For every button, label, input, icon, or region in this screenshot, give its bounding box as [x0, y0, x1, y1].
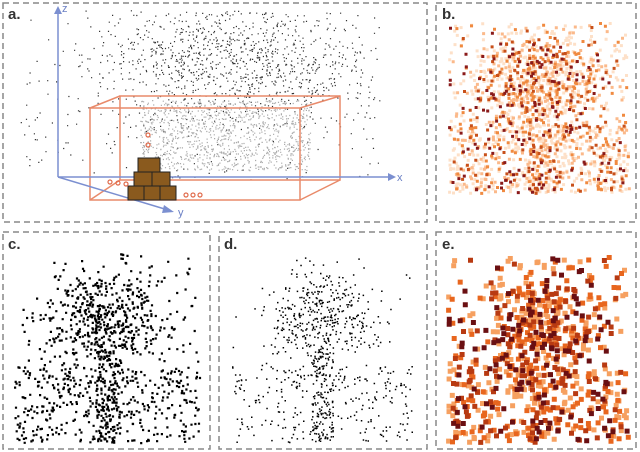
axis-arrows — [54, 6, 396, 213]
point-cloud-inner — [140, 100, 312, 172]
heatmap-cells — [448, 26, 626, 195]
marker — [115, 180, 121, 186]
brick — [137, 157, 161, 173]
occupancy-map — [14, 253, 202, 445]
panel-d-frame — [218, 231, 428, 450]
panel-label: c. — [8, 236, 21, 253]
panel-e-frame — [435, 231, 637, 450]
panel-c-frame — [2, 231, 211, 450]
panel-label: b. — [442, 6, 455, 23]
brick-stack — [127, 157, 177, 201]
brick — [159, 185, 177, 201]
marker — [145, 132, 151, 138]
y-label: y — [178, 207, 184, 219]
panel-label: e. — [442, 236, 455, 253]
point-clouds — [14, 10, 631, 445]
brick — [151, 171, 171, 187]
panel-label: a. — [8, 6, 21, 23]
box-edges — [89, 95, 341, 201]
voxel-grid — [446, 255, 631, 445]
brick — [133, 171, 153, 187]
box-back — [119, 95, 341, 181]
heatmap-cells — [448, 24, 631, 195]
marker — [123, 181, 129, 187]
marker — [145, 142, 151, 148]
panel-label: d. — [224, 236, 237, 253]
voxel-grid — [446, 256, 630, 445]
voxel-grid — [446, 256, 630, 444]
axes — [57, 12, 390, 211]
voxel-markers — [107, 132, 203, 198]
panel-b-frame — [435, 2, 637, 223]
marker — [197, 192, 203, 198]
occupancy-map — [232, 257, 413, 444]
heatmap-cells — [449, 22, 630, 195]
marker — [107, 179, 113, 185]
z-arrow — [54, 6, 62, 14]
marker — [190, 192, 196, 198]
brick — [127, 185, 145, 201]
y-arrow — [162, 205, 174, 213]
bounding-box — [89, 95, 341, 201]
box-front — [89, 107, 301, 201]
z-label: z — [62, 3, 68, 15]
brick — [143, 185, 161, 201]
marker — [183, 192, 189, 198]
panel-a-frame — [2, 2, 428, 223]
y-axis — [57, 176, 169, 211]
x-arrow — [388, 173, 396, 181]
x-label: x — [397, 172, 403, 184]
